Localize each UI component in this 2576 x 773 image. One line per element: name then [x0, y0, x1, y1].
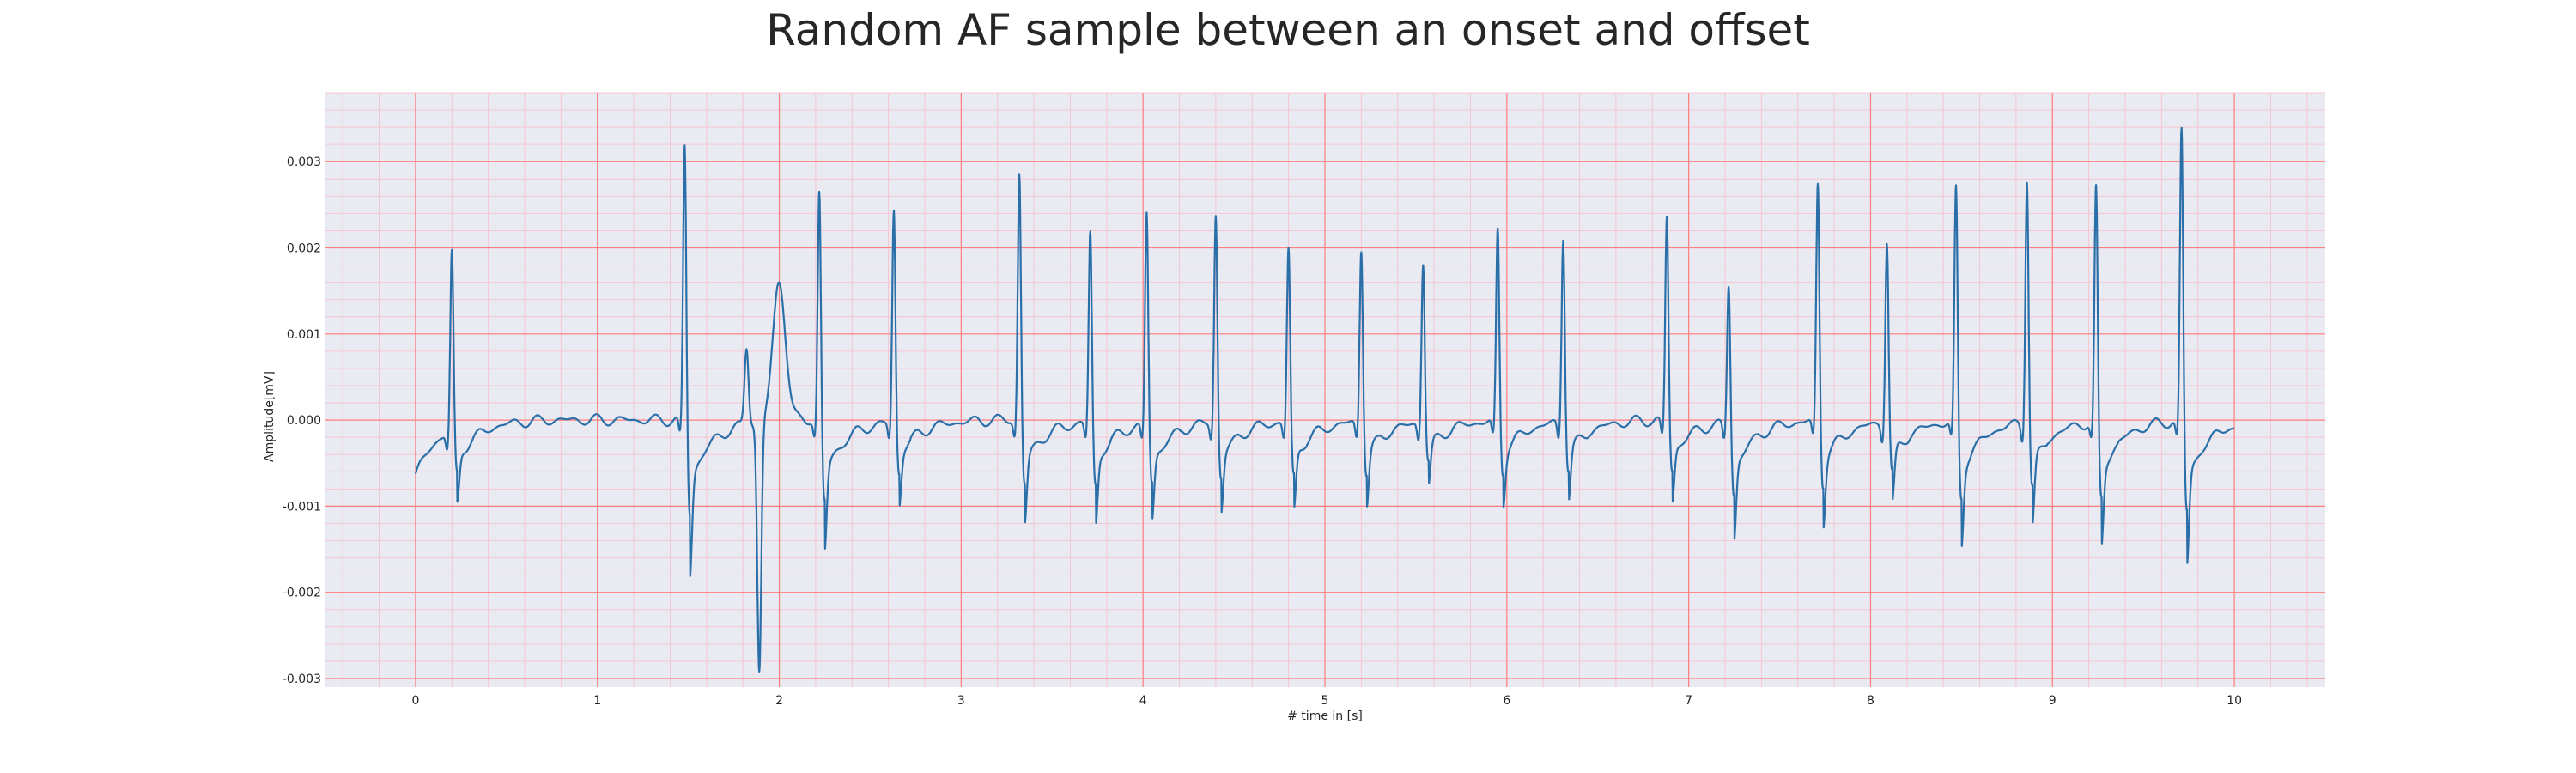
x-tick-label: 4 [1139, 694, 1147, 708]
y-axis-label: Amplitude[mV] [263, 371, 276, 462]
x-axis-label: # time in [s] [1287, 709, 1363, 723]
x-tick-label: 6 [1503, 694, 1510, 708]
y-tick-label: 0.003 [287, 155, 321, 169]
x-tick-label: 5 [1321, 694, 1329, 708]
y-tick-label: -0.001 [283, 500, 321, 514]
y-tick-label: 0.001 [287, 328, 321, 342]
x-tick-label: 2 [775, 694, 783, 708]
x-tick-label: 10 [2227, 694, 2242, 708]
x-tick-label: 9 [2049, 694, 2057, 708]
y-tick-label: -0.002 [283, 587, 321, 600]
ecg-trace-line [414, 126, 2235, 673]
x-tick-label: 1 [593, 694, 601, 708]
y-tick-label: 0.002 [287, 242, 321, 256]
y-tick-label: 0.000 [287, 414, 321, 428]
series-layer [414, 126, 2235, 673]
x-tick-label: 0 [411, 694, 419, 708]
x-tick-label: 8 [1867, 694, 1874, 708]
x-tick-label: 7 [1685, 694, 1692, 708]
x-axis-ticks: 0 1 2 3 4 5 6 7 8 9 10 [411, 694, 2242, 708]
y-tick-label: -0.003 [283, 673, 321, 686]
chart-title: Random AF sample between an onset and of… [766, 5, 1810, 55]
y-axis-ticks: -0.003 -0.002 -0.001 0.000 0.001 0.002 0.003 [283, 155, 321, 686]
major-grid [325, 93, 2325, 687]
x-tick-label: 3 [957, 694, 965, 708]
